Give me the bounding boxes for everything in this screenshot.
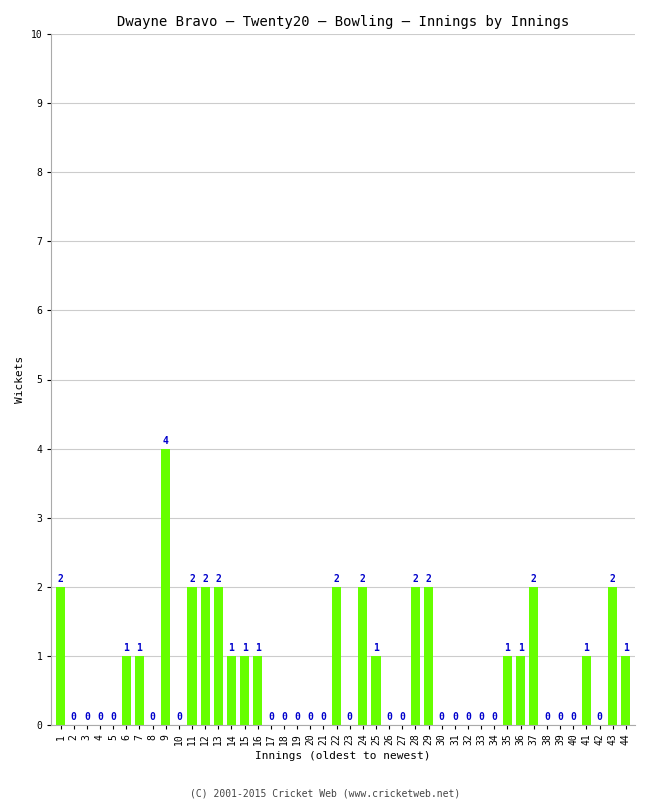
Text: 2: 2 (58, 574, 64, 584)
Text: 0: 0 (439, 712, 445, 722)
Text: 0: 0 (347, 712, 353, 722)
Bar (227, 656, 236, 725)
Text: 1: 1 (136, 643, 142, 653)
Bar (161, 449, 170, 725)
Text: 1: 1 (584, 643, 590, 653)
Text: 1: 1 (242, 643, 248, 653)
Text: 0: 0 (176, 712, 182, 722)
Bar (358, 586, 367, 725)
Text: 1: 1 (373, 643, 379, 653)
Bar (214, 586, 223, 725)
Text: 0: 0 (71, 712, 77, 722)
Text: 0: 0 (294, 712, 300, 722)
Text: 0: 0 (307, 712, 313, 722)
Text: 0: 0 (399, 712, 405, 722)
Text: 2: 2 (189, 574, 195, 584)
Text: 2: 2 (610, 574, 616, 584)
Bar (529, 586, 538, 725)
Bar (122, 656, 131, 725)
Text: 0: 0 (320, 712, 326, 722)
Text: 2: 2 (202, 574, 208, 584)
Text: 2: 2 (531, 574, 537, 584)
Bar (201, 586, 210, 725)
Text: 0: 0 (452, 712, 458, 722)
Bar (240, 656, 249, 725)
Text: 0: 0 (111, 712, 116, 722)
Text: 0: 0 (478, 712, 484, 722)
Text: 0: 0 (84, 712, 90, 722)
Bar (187, 586, 196, 725)
Text: 4: 4 (162, 436, 168, 446)
Text: 2: 2 (333, 574, 339, 584)
Text: 1: 1 (229, 643, 235, 653)
Text: 0: 0 (386, 712, 392, 722)
Text: 1: 1 (124, 643, 129, 653)
Bar (516, 656, 525, 725)
Text: 2: 2 (413, 574, 419, 584)
Bar (371, 656, 381, 725)
Y-axis label: Wickets: Wickets (15, 356, 25, 403)
Bar (135, 656, 144, 725)
Bar (56, 586, 65, 725)
Text: 1: 1 (517, 643, 523, 653)
Bar (503, 656, 512, 725)
Text: 0: 0 (281, 712, 287, 722)
Bar (621, 656, 630, 725)
Bar (582, 656, 591, 725)
Bar (253, 656, 263, 725)
Text: 0: 0 (150, 712, 155, 722)
Title: Dwayne Bravo – Twenty20 – Bowling – Innings by Innings: Dwayne Bravo – Twenty20 – Bowling – Inni… (117, 15, 569, 29)
Text: 1: 1 (504, 643, 510, 653)
Text: (C) 2001-2015 Cricket Web (www.cricketweb.net): (C) 2001-2015 Cricket Web (www.cricketwe… (190, 788, 460, 798)
Text: 0: 0 (597, 712, 603, 722)
Text: 2: 2 (215, 574, 221, 584)
Bar (424, 586, 433, 725)
Text: 1: 1 (623, 643, 629, 653)
Text: 0: 0 (465, 712, 471, 722)
Text: 2: 2 (426, 574, 432, 584)
Bar (411, 586, 420, 725)
Bar (608, 586, 617, 725)
X-axis label: Innings (oldest to newest): Innings (oldest to newest) (255, 751, 431, 761)
Text: 1: 1 (255, 643, 261, 653)
Text: 0: 0 (570, 712, 576, 722)
Text: 0: 0 (491, 712, 497, 722)
Text: 0: 0 (544, 712, 550, 722)
Text: 0: 0 (268, 712, 274, 722)
Text: 0: 0 (97, 712, 103, 722)
Text: 0: 0 (557, 712, 563, 722)
Text: 2: 2 (360, 574, 366, 584)
Bar (332, 586, 341, 725)
